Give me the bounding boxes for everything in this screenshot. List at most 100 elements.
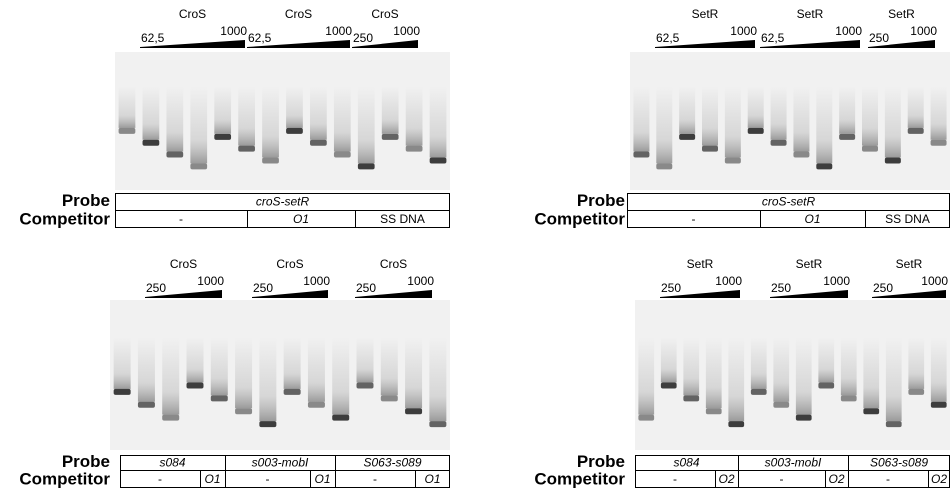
- probe-cell: croS-setR: [762, 195, 816, 209]
- low-conc: 250: [253, 281, 273, 295]
- band: [405, 408, 423, 415]
- competitor-cell: -: [266, 472, 270, 486]
- band: [235, 408, 253, 415]
- band: [283, 388, 301, 395]
- row-label: Probe: [62, 452, 110, 471]
- smear: [310, 86, 327, 140]
- smear: [166, 86, 184, 152]
- band: [750, 388, 767, 395]
- competitor-cell: -: [179, 212, 183, 226]
- smear: [818, 337, 835, 383]
- smear: [429, 337, 447, 422]
- probe-cell: s003-mobI: [252, 456, 309, 470]
- smear: [908, 337, 925, 389]
- band: [381, 133, 399, 140]
- protein-label: CroS: [371, 7, 398, 21]
- smear: [357, 86, 375, 164]
- smear: [405, 86, 423, 146]
- band: [262, 157, 279, 164]
- band: [429, 421, 447, 428]
- gel: [110, 300, 450, 450]
- competitor-cell: SS DNA: [885, 212, 930, 226]
- gel: [115, 52, 450, 190]
- protein-label: SetR: [692, 7, 719, 21]
- protein-label: SetR: [796, 257, 823, 271]
- low-conc: 62,5: [248, 31, 272, 45]
- smear: [286, 86, 303, 128]
- band: [770, 139, 787, 146]
- high-conc: 1000: [220, 24, 247, 38]
- high-conc: 1000: [921, 274, 948, 288]
- smear: [862, 86, 878, 146]
- band: [190, 163, 208, 170]
- low-conc: 250: [661, 281, 681, 295]
- wedge: [872, 290, 946, 298]
- band: [840, 395, 857, 402]
- band: [660, 382, 677, 389]
- band: [633, 151, 650, 158]
- band: [429, 157, 447, 164]
- low-conc: 62,5: [656, 31, 680, 45]
- band: [793, 151, 810, 158]
- smear: [405, 337, 423, 409]
- low-conc: 62,5: [141, 31, 165, 45]
- band: [863, 408, 880, 415]
- competitor-cell: -: [373, 472, 377, 486]
- wedge: [868, 40, 935, 48]
- low-conc: 250: [873, 281, 893, 295]
- competitor-cell: O1: [293, 212, 309, 226]
- smear: [930, 337, 947, 402]
- wedge: [660, 290, 740, 298]
- band: [702, 145, 718, 152]
- wedge: [252, 290, 328, 298]
- band: [679, 133, 696, 140]
- protein-label: CroS: [179, 7, 206, 21]
- smear: [884, 86, 901, 158]
- band: [186, 382, 204, 389]
- smear: [683, 337, 700, 396]
- row-label: Probe: [577, 452, 625, 471]
- protein-label: SetR: [896, 257, 923, 271]
- band: [884, 157, 901, 164]
- high-conc: 1000: [715, 274, 742, 288]
- protein-label: SetR: [687, 257, 714, 271]
- smear: [840, 337, 857, 396]
- high-conc: 1000: [407, 274, 434, 288]
- smear: [380, 337, 398, 396]
- high-conc: 1000: [910, 24, 937, 38]
- smear: [238, 86, 255, 146]
- band: [356, 382, 374, 389]
- competitor-cell: O1: [314, 472, 330, 486]
- band: [908, 388, 925, 395]
- competitor-cell: O1: [424, 472, 440, 486]
- band: [259, 421, 277, 428]
- wedge: [770, 290, 848, 298]
- band: [705, 408, 722, 415]
- competitor-cell: -: [780, 472, 784, 486]
- protein-label: CroS: [170, 257, 197, 271]
- band: [862, 145, 878, 152]
- smear: [307, 337, 325, 402]
- band: [357, 163, 375, 170]
- protein-label: SetR: [797, 7, 824, 21]
- probe-cell: S063-s089: [870, 456, 928, 470]
- competitor-cell: -: [692, 212, 696, 226]
- band: [907, 127, 924, 134]
- band: [747, 127, 764, 134]
- high-conc: 1000: [730, 24, 757, 38]
- smear: [795, 337, 812, 415]
- smear: [660, 337, 677, 383]
- band: [930, 139, 947, 146]
- competitor-cell: O2: [718, 472, 734, 486]
- row-label: Probe: [62, 191, 110, 210]
- high-conc: 1000: [303, 274, 330, 288]
- probe-cell: croS-setR: [256, 195, 310, 209]
- competitor-cell: -: [673, 472, 677, 486]
- competitor-cell: -: [886, 472, 890, 486]
- smear: [333, 86, 351, 152]
- competitor-cell: O2: [828, 472, 844, 486]
- band: [930, 401, 947, 408]
- competitor-cell: O1: [804, 212, 820, 226]
- high-conc: 1000: [835, 24, 862, 38]
